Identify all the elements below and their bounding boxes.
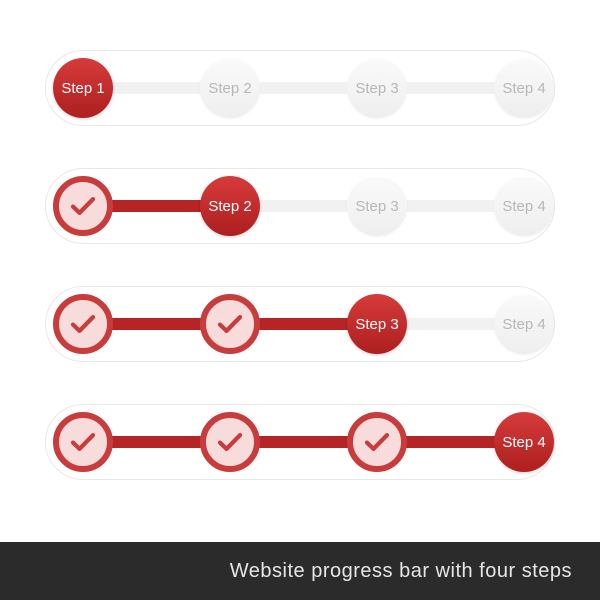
step-circle[interactable]: Step 3: [347, 176, 407, 236]
progress-bar: Step 1 Step 2 Step 3 Step 4: [45, 50, 555, 126]
canvas: Step 1Step 2Step 3Step 4 Step 2Step 3Ste…: [0, 0, 600, 600]
step-circle[interactable]: Step 4: [494, 58, 554, 118]
step-circle[interactable]: Step 3: [347, 294, 407, 354]
check-icon: [68, 427, 98, 457]
step-circle[interactable]: [347, 412, 407, 472]
progress-bar: Step 2 Step 3 Step 4: [45, 168, 555, 244]
step-circle[interactable]: Step 4: [494, 412, 554, 472]
footer-bar: Website progress bar with four steps: [0, 542, 600, 600]
step-label: Step 4: [502, 434, 545, 451]
step-label: Step 4: [502, 198, 545, 215]
step-circle[interactable]: Step 4: [494, 294, 554, 354]
check-icon: [215, 427, 245, 457]
step-label: Step 2: [208, 198, 251, 215]
progress-bar: Step 3 Step 4: [45, 286, 555, 362]
check-icon: [68, 309, 98, 339]
step-label: Step 2: [208, 80, 251, 97]
step-circle[interactable]: [53, 176, 113, 236]
step-circle[interactable]: Step 1: [53, 58, 113, 118]
check-icon: [68, 191, 98, 221]
progress-bars-container: Step 1Step 2Step 3Step 4 Step 2Step 3Ste…: [0, 0, 600, 480]
step-circle[interactable]: Step 2: [200, 176, 260, 236]
step-circle[interactable]: [53, 412, 113, 472]
check-icon: [215, 309, 245, 339]
footer-caption: Website progress bar with four steps: [230, 560, 572, 583]
step-circle[interactable]: Step 3: [347, 58, 407, 118]
step-label: Step 3: [355, 198, 398, 215]
progress-bar: Step 4: [45, 404, 555, 480]
check-icon: [362, 427, 392, 457]
step-circle[interactable]: [200, 294, 260, 354]
step-circle[interactable]: [200, 412, 260, 472]
step-circle[interactable]: Step 2: [200, 58, 260, 118]
step-label: Step 4: [502, 316, 545, 333]
step-label: Step 1: [61, 80, 104, 97]
step-label: Step 3: [355, 80, 398, 97]
step-label: Step 4: [502, 80, 545, 97]
step-circle[interactable]: [53, 294, 113, 354]
track: [83, 82, 517, 94]
step-label: Step 3: [355, 316, 398, 333]
connector-filled: [77, 436, 530, 448]
step-circle[interactable]: Step 4: [494, 176, 554, 236]
